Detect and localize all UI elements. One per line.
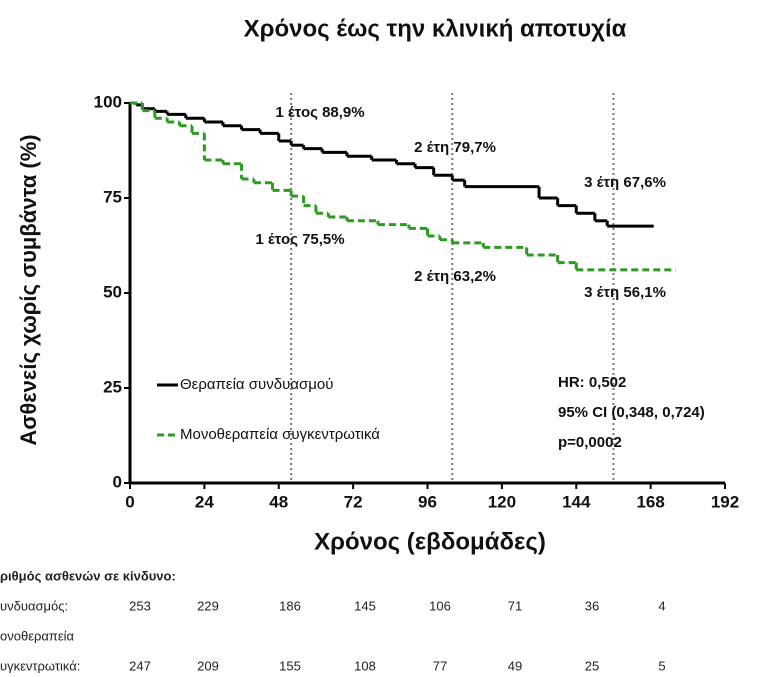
risk-count: 229 — [197, 598, 219, 613]
risk-row-label: υνδυασμός: — [0, 598, 68, 613]
risk-count: 145 — [354, 598, 376, 613]
y-tick-label: 50 — [103, 282, 122, 301]
y-tick-label: 100 — [94, 92, 122, 111]
x-tick-label: 120 — [488, 492, 516, 511]
risk-count: 106 — [429, 598, 451, 613]
risk-count: 186 — [279, 598, 301, 613]
risk-count: 25 — [585, 658, 599, 673]
x-tick-label: 168 — [636, 492, 664, 511]
y-tick-label: 75 — [103, 187, 122, 206]
x-tick-label: 192 — [711, 492, 739, 511]
annotation: 2 έτη 63,2% — [414, 268, 496, 285]
x-tick-label: 48 — [269, 492, 288, 511]
x-tick-label: 96 — [418, 492, 437, 511]
x-tick-label: 24 — [195, 492, 214, 511]
risk-count: 5 — [658, 658, 665, 673]
annotation: p=0,0002 — [558, 434, 622, 451]
risk-count: 253 — [129, 598, 151, 613]
x-axis-title: Χρόνος (εβδομάδες) — [314, 528, 546, 555]
risk-row-label: υγκεντρωτικά: — [0, 658, 80, 673]
annotation: 3 έτη 67,6% — [584, 174, 666, 191]
risk-table-title: ριθμός ασθενών σε κίνδυνο: — [0, 568, 176, 583]
risk-count: 77 — [433, 658, 447, 673]
risk-count: 247 — [129, 658, 151, 673]
annotation: 3 έτη 56,1% — [584, 284, 666, 301]
y-tick-label: 25 — [103, 377, 122, 396]
risk-count: 49 — [508, 658, 522, 673]
y-tick-label: 0 — [113, 472, 122, 491]
risk-count: 108 — [354, 658, 376, 673]
chart-title: Χρόνος έως την κλινική αποτυχία — [244, 15, 627, 42]
annotation: HR: 0,502 — [558, 374, 626, 391]
legend-label: Θεραπεία συνδυασμού — [180, 376, 333, 393]
annotation: 95% CI (0,348, 0,724) — [558, 404, 705, 421]
annotation: 1 έτος 75,5% — [255, 231, 344, 248]
risk-count: 4 — [658, 598, 665, 613]
x-tick-label: 144 — [562, 492, 591, 511]
risk-count: 71 — [508, 598, 522, 613]
risk-count: 155 — [279, 658, 301, 673]
annotation: 1 έτος 88,9% — [275, 104, 364, 121]
risk-row-label: ονοθεραπεία — [0, 628, 75, 643]
risk-count: 36 — [585, 598, 599, 613]
legend-label: Μονοθεραπεία συγκεντρωτικά — [180, 426, 380, 443]
x-tick-label: 0 — [125, 492, 134, 511]
y-axis-title: Ασθενείς χωρίς συμβάντα (%) — [16, 134, 41, 445]
risk-count: 209 — [197, 658, 219, 673]
annotation: 2 έτη 79,7% — [414, 139, 496, 156]
x-tick-label: 72 — [344, 492, 363, 511]
